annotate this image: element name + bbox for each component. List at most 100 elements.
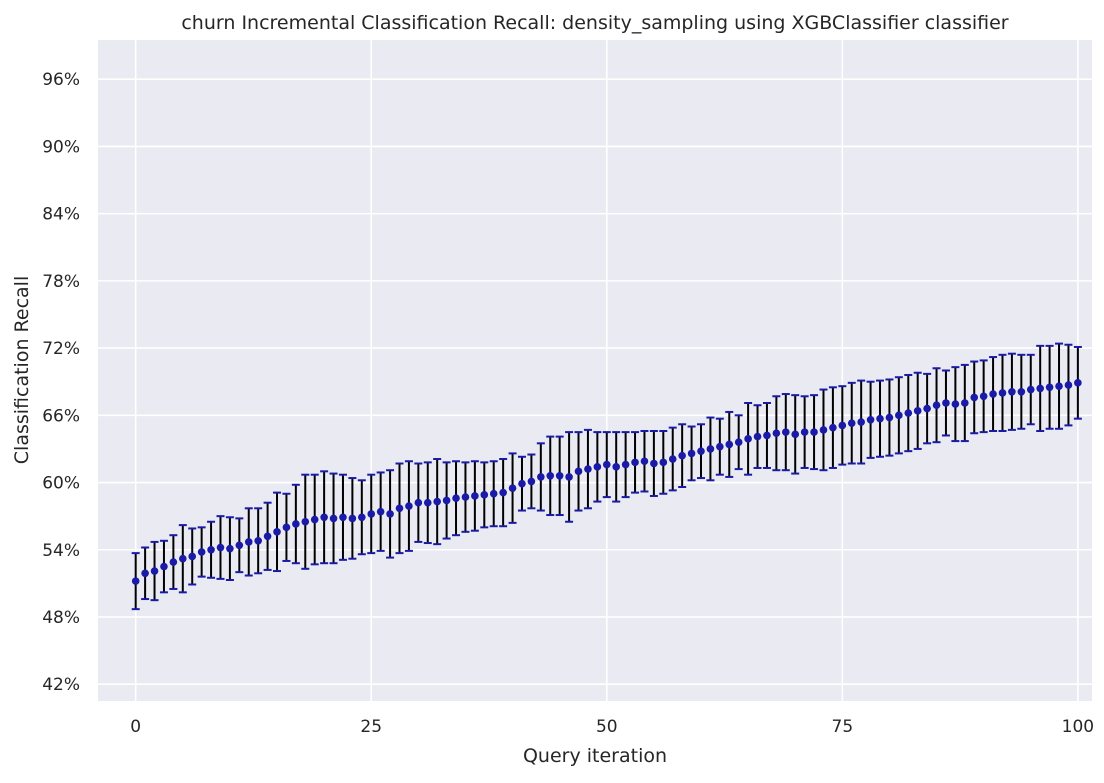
data-point bbox=[310, 515, 319, 524]
data-point bbox=[244, 538, 253, 546]
data-point bbox=[923, 404, 931, 413]
data-point bbox=[1036, 384, 1044, 393]
x-tick-label: 100 bbox=[1062, 717, 1094, 737]
y-tick-label: 72% bbox=[42, 339, 80, 359]
y-tick-label: 78% bbox=[42, 272, 80, 292]
y-tick-label: 48% bbox=[42, 608, 80, 628]
data-point bbox=[584, 465, 592, 473]
data-point bbox=[150, 567, 159, 575]
y-axis-label: Classification Recall bbox=[11, 276, 33, 464]
data-point bbox=[895, 411, 903, 420]
data-point bbox=[904, 409, 913, 417]
data-point bbox=[612, 463, 620, 471]
data-point bbox=[913, 407, 922, 415]
data-point bbox=[160, 562, 168, 571]
data-point bbox=[367, 510, 376, 518]
data-point bbox=[508, 484, 517, 492]
data-point bbox=[376, 507, 385, 516]
x-tick-label: 25 bbox=[360, 717, 382, 737]
data-point bbox=[876, 414, 884, 423]
data-point bbox=[716, 442, 724, 451]
data-point bbox=[942, 399, 950, 407]
data-point bbox=[254, 536, 262, 545]
data-point bbox=[1026, 385, 1035, 394]
y-tick-label: 96% bbox=[42, 70, 80, 90]
data-point bbox=[593, 463, 602, 471]
x-tick-label: 50 bbox=[596, 717, 618, 737]
data-point bbox=[998, 389, 1007, 397]
y-tick-label: 66% bbox=[42, 406, 80, 426]
data-points bbox=[131, 379, 1082, 585]
x-axis-label: Query iteration bbox=[523, 745, 667, 767]
y-tick-label: 60% bbox=[42, 474, 80, 494]
y-tick-label: 84% bbox=[42, 205, 80, 225]
data-point bbox=[141, 569, 149, 578]
data-point bbox=[292, 520, 300, 528]
data-point bbox=[442, 496, 451, 505]
data-point bbox=[197, 548, 206, 556]
data-point bbox=[791, 430, 800, 439]
data-point bbox=[329, 514, 338, 523]
data-point bbox=[725, 440, 734, 449]
data-point bbox=[1045, 383, 1054, 392]
data-point bbox=[301, 517, 310, 526]
data-point bbox=[631, 458, 639, 467]
data-point bbox=[574, 467, 583, 476]
data-point bbox=[452, 494, 460, 503]
data-point bbox=[640, 457, 649, 466]
data-point bbox=[838, 421, 847, 430]
data-point bbox=[348, 514, 357, 523]
data-point bbox=[499, 488, 507, 497]
data-point bbox=[668, 455, 677, 463]
data-point bbox=[1017, 387, 1026, 396]
data-point bbox=[489, 489, 498, 498]
data-point bbox=[461, 493, 470, 501]
data-point bbox=[706, 445, 715, 453]
data-point bbox=[263, 532, 272, 541]
data-point bbox=[1055, 382, 1063, 390]
data-point bbox=[659, 458, 668, 467]
data-point bbox=[414, 498, 423, 507]
data-point bbox=[951, 400, 960, 408]
chart-title: churn Incremental Classification Recall:… bbox=[181, 12, 1008, 34]
tick-labels: 42% 48% 54% 60% 66% 72% 78% 84% 90% 96% 0 25 50 75 100 bbox=[42, 70, 1094, 737]
data-point bbox=[433, 497, 441, 506]
data-point bbox=[358, 513, 366, 522]
data-point bbox=[857, 418, 865, 426]
data-point bbox=[650, 459, 658, 468]
data-point bbox=[1064, 381, 1073, 389]
data-point bbox=[800, 428, 809, 436]
data-point bbox=[621, 460, 630, 469]
data-point bbox=[546, 472, 555, 480]
data-point bbox=[687, 449, 696, 458]
y-tick-label: 90% bbox=[42, 137, 80, 157]
data-point bbox=[339, 513, 347, 522]
data-point bbox=[471, 492, 479, 500]
data-point bbox=[763, 431, 771, 440]
data-point bbox=[518, 479, 526, 488]
data-point bbox=[226, 544, 234, 553]
data-point bbox=[131, 577, 140, 585]
data-point bbox=[282, 523, 291, 532]
data-point bbox=[565, 473, 573, 481]
data-point bbox=[753, 432, 762, 441]
data-point bbox=[979, 392, 988, 401]
x-tick-label: 0 bbox=[130, 717, 141, 737]
data-point bbox=[169, 558, 178, 566]
data-point bbox=[555, 472, 564, 480]
data-point bbox=[961, 399, 969, 407]
data-point bbox=[1074, 379, 1082, 387]
data-point bbox=[847, 419, 856, 427]
data-point bbox=[178, 554, 187, 563]
data-point bbox=[386, 510, 394, 518]
data-point bbox=[866, 415, 875, 424]
data-point bbox=[989, 390, 997, 398]
data-point bbox=[932, 401, 941, 410]
data-point bbox=[697, 447, 705, 455]
data-point bbox=[207, 545, 215, 554]
y-tick-label: 42% bbox=[42, 675, 80, 695]
data-point bbox=[405, 502, 413, 510]
data-point bbox=[395, 504, 404, 513]
